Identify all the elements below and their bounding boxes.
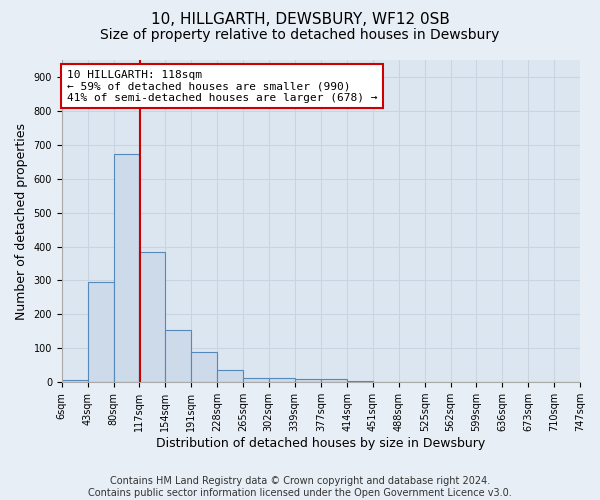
Bar [165,330,191,382]
Bar [347,380,373,382]
Text: Size of property relative to detached houses in Dewsbury: Size of property relative to detached ho… [100,28,500,42]
Bar [191,352,217,382]
Bar [243,378,269,382]
Bar [113,154,139,382]
X-axis label: Distribution of detached houses by size in Dewsbury: Distribution of detached houses by size … [156,437,485,450]
Y-axis label: Number of detached properties: Number of detached properties [15,122,28,320]
Text: 10 HILLGARTH: 118sqm
← 59% of detached houses are smaller (990)
41% of semi-deta: 10 HILLGARTH: 118sqm ← 59% of detached h… [67,70,377,103]
Bar [269,378,295,382]
Text: Contains HM Land Registry data © Crown copyright and database right 2024.
Contai: Contains HM Land Registry data © Crown c… [88,476,512,498]
Bar [217,370,243,382]
Bar [321,379,347,382]
Bar [62,380,88,382]
Bar [139,252,165,382]
Bar [295,379,321,382]
Text: 10, HILLGARTH, DEWSBURY, WF12 0SB: 10, HILLGARTH, DEWSBURY, WF12 0SB [151,12,449,28]
Bar [88,282,113,382]
